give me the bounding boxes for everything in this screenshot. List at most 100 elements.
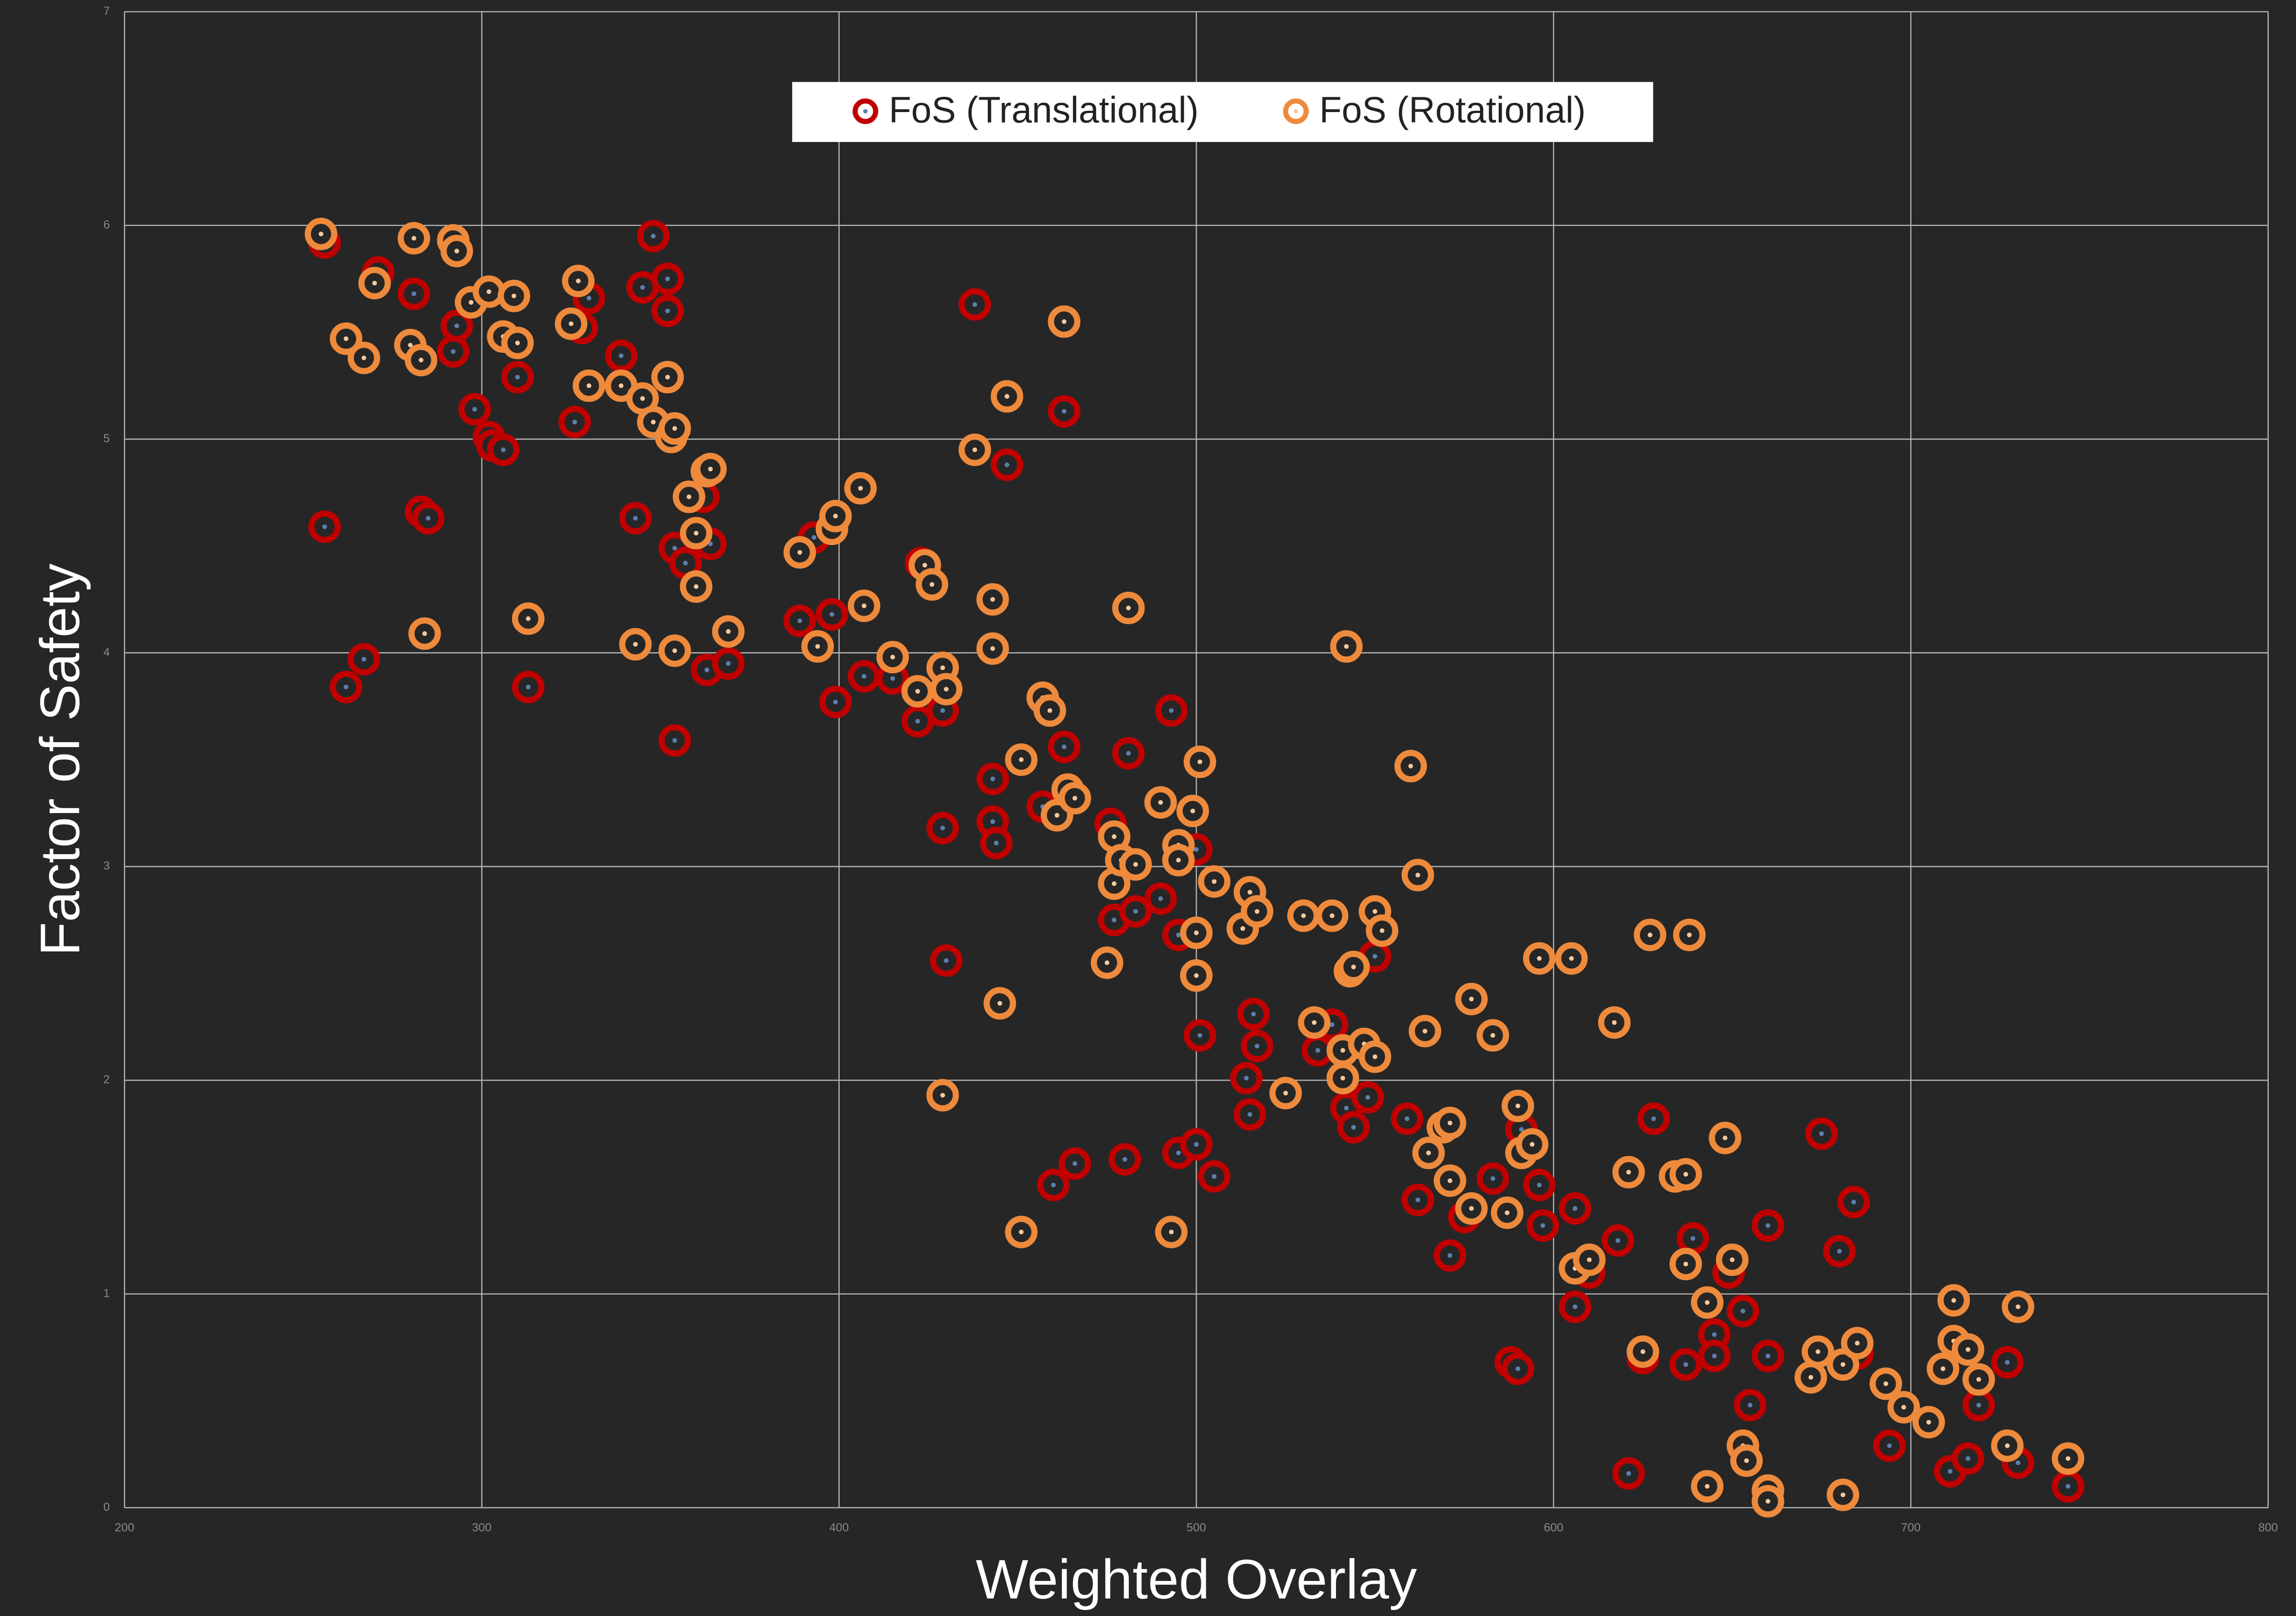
marker-center: [944, 687, 949, 692]
marker-center: [472, 407, 477, 412]
point: [1155, 694, 1188, 727]
point: [847, 660, 881, 693]
point: [651, 294, 684, 327]
point: [930, 944, 963, 977]
marker-center: [1712, 1332, 1717, 1337]
marker-center: [1537, 1182, 1542, 1188]
point: [1669, 1158, 1702, 1191]
point: [1180, 1128, 1213, 1161]
marker-center: [1344, 1105, 1349, 1111]
marker-center: [525, 684, 531, 689]
marker-center: [930, 582, 935, 587]
point: [1287, 899, 1320, 932]
marker-center: [1112, 834, 1117, 839]
marker-center: [318, 232, 323, 237]
marker-center: [501, 447, 506, 452]
point: [1637, 1102, 1670, 1135]
point: [1673, 919, 1706, 951]
point: [1823, 1235, 1856, 1268]
marker-center: [1965, 1347, 1971, 1352]
marker-center: [972, 302, 978, 307]
marker-center: [1965, 1456, 1971, 1461]
marker-center: [990, 819, 995, 824]
marker-center: [693, 584, 699, 589]
point: [2051, 1470, 2085, 1503]
marker-center: [1587, 1257, 1592, 1262]
point: [1112, 737, 1145, 770]
marker-center: [1729, 1257, 1735, 1262]
marker-center: [322, 524, 327, 529]
point: [673, 481, 705, 513]
marker-center: [1537, 956, 1542, 961]
marker-center: [1254, 1044, 1259, 1049]
marker-center: [1976, 1377, 1981, 1382]
point: [437, 335, 470, 368]
marker-center: [1133, 909, 1138, 914]
point: [990, 380, 1024, 413]
marker-center: [833, 700, 838, 705]
marker-center: [1240, 926, 1245, 931]
marker-center: [1194, 1142, 1199, 1147]
point: [1601, 1224, 1634, 1257]
marker-center: [1062, 744, 1067, 749]
point: [1476, 1162, 1509, 1195]
marker-center: [640, 285, 645, 290]
point: [555, 307, 588, 340]
marker-center: [686, 494, 692, 499]
point: [487, 434, 520, 466]
point: [1991, 1429, 2024, 1462]
marker-center: [1976, 1402, 1981, 1408]
point: [926, 812, 959, 844]
marker-center: [990, 646, 995, 651]
marker-center: [1062, 409, 1067, 414]
marker-center: [1840, 1362, 1846, 1367]
marker-center: [672, 648, 677, 654]
marker-center: [990, 776, 995, 782]
point: [1037, 1169, 1070, 1201]
point: [926, 1079, 959, 1112]
marker-center: [1519, 1127, 1524, 1132]
point: [984, 987, 1016, 1020]
point: [658, 724, 691, 757]
point: [1826, 1348, 1860, 1381]
point: [1951, 1333, 1985, 1366]
marker-center: [525, 616, 531, 621]
point: [512, 602, 545, 635]
marker-center: [915, 689, 920, 694]
point: [783, 604, 816, 637]
y-tick-label: 1: [103, 1287, 110, 1300]
point: [816, 598, 848, 631]
marker-center: [1808, 1375, 1813, 1380]
marker-center: [451, 349, 456, 354]
legend-label: FoS (Rotational): [1319, 89, 1586, 130]
marker-center: [1687, 933, 1692, 938]
marker-center: [1448, 1253, 1453, 1258]
marker-center: [640, 396, 645, 401]
marker-center: [1169, 708, 1174, 713]
marker-center: [861, 603, 867, 608]
marker-center: [1283, 1091, 1288, 1096]
marker-center: [1840, 1492, 1846, 1497]
marker-center: [411, 291, 417, 297]
point: [712, 647, 745, 680]
point: [1598, 1006, 1631, 1039]
marker-center: [1072, 796, 1078, 801]
point: [397, 222, 430, 255]
point: [497, 279, 531, 312]
point: [1162, 844, 1195, 877]
point: [1801, 1335, 1834, 1368]
point: [1366, 914, 1399, 947]
point: [1869, 1367, 1902, 1400]
marker-center: [940, 1093, 945, 1098]
marker-center: [997, 1001, 1002, 1006]
marker-center: [1315, 1048, 1320, 1053]
marker-center: [665, 276, 670, 281]
marker-center: [1819, 1131, 1824, 1136]
marker-center: [1569, 956, 1574, 961]
marker-center: [1211, 879, 1217, 884]
marker-center: [1448, 1120, 1453, 1126]
marker-center: [815, 644, 820, 649]
marker-center: [418, 357, 423, 362]
marker-center: [890, 654, 895, 659]
y-tick-label: 5: [103, 432, 110, 445]
